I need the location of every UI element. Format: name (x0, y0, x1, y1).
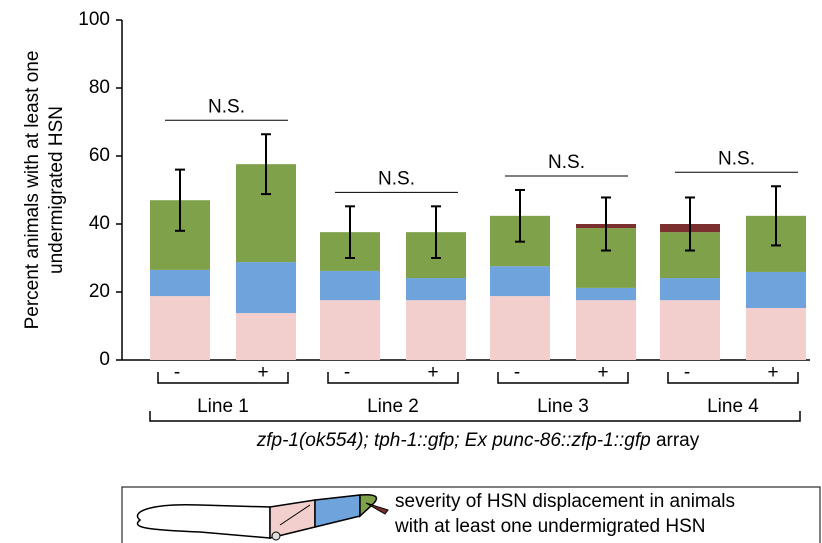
x-axis-title: zfp-1(ok554); tph-1::gfp; Ex punc-86::zf… (256, 430, 700, 451)
group-label: Line 4 (707, 396, 759, 417)
group-label: Line 2 (367, 396, 419, 417)
y-tick-label: 60 (89, 145, 110, 166)
annotation: N.S. (208, 96, 245, 117)
error-bar (515, 189, 525, 243)
y-tick-label: 0 (99, 349, 110, 370)
bar-segment (576, 300, 636, 360)
y-tick-label: 20 (89, 281, 110, 302)
bar-segment (320, 270, 380, 301)
error-bar (175, 168, 185, 232)
x-tick-label: - (684, 362, 690, 383)
annotation: N.S. (378, 168, 415, 189)
group-bracket (667, 372, 799, 384)
x-tick-label: - (344, 362, 350, 383)
group-label: Line 3 (537, 396, 589, 417)
legend-text: with at least one undermigrated HSN (394, 516, 706, 537)
bar-segment (406, 300, 466, 360)
bar-segment (746, 271, 806, 308)
x-tick-label: + (257, 362, 268, 383)
error-bar (685, 196, 695, 252)
bar-segment (660, 300, 720, 360)
y-tick-label: 80 (89, 77, 110, 98)
y-tick-label: 100 (78, 9, 110, 30)
error-bar (261, 133, 271, 196)
annotation: N.S. (548, 152, 585, 173)
outer-bracket (149, 411, 801, 422)
error-bar (345, 205, 355, 259)
bar-segment (490, 296, 550, 360)
worm-cell (271, 531, 281, 541)
y-tick-label: 40 (89, 213, 110, 234)
bar-segment (236, 313, 296, 360)
x-tick-label: - (174, 362, 180, 383)
group-bracket (497, 372, 629, 384)
group-bracket (327, 372, 459, 384)
x-tick-label: - (514, 362, 520, 383)
group-label: Line 1 (197, 396, 249, 417)
bar-segment (150, 296, 210, 360)
x-title-plain: array (656, 430, 700, 451)
x-title-italic: zfp-1(ok554); tph-1::gfp; Ex punc-86::zf… (256, 430, 651, 451)
bar-segment (150, 269, 210, 297)
legend-text: severity of HSN displacement in animals (395, 491, 735, 512)
bar-segment (746, 307, 806, 360)
bar-segment (406, 278, 466, 301)
x-tick-label: + (597, 362, 608, 383)
bar-segment (576, 287, 636, 301)
y-title-line: undermigrated HSN (46, 106, 67, 274)
worm-tail (365, 502, 389, 515)
worm-line (279, 504, 311, 526)
bar-segment (490, 266, 550, 297)
x-tick-label: + (427, 362, 438, 383)
error-bar (431, 205, 441, 259)
group-bracket (157, 372, 289, 384)
x-tick-label: + (767, 362, 778, 383)
y-title-line: Percent animals with at least one (22, 51, 43, 330)
bar-segment (320, 300, 380, 360)
error-bar (771, 185, 781, 247)
error-bar (601, 196, 611, 252)
bar-segment (660, 278, 720, 301)
legend: severity of HSN displacement in animals … (121, 486, 821, 543)
annotation: N.S. (718, 148, 755, 169)
bar-segment (236, 262, 296, 314)
y-axis-title: Percent animals with at least one undermi… (22, 51, 67, 330)
